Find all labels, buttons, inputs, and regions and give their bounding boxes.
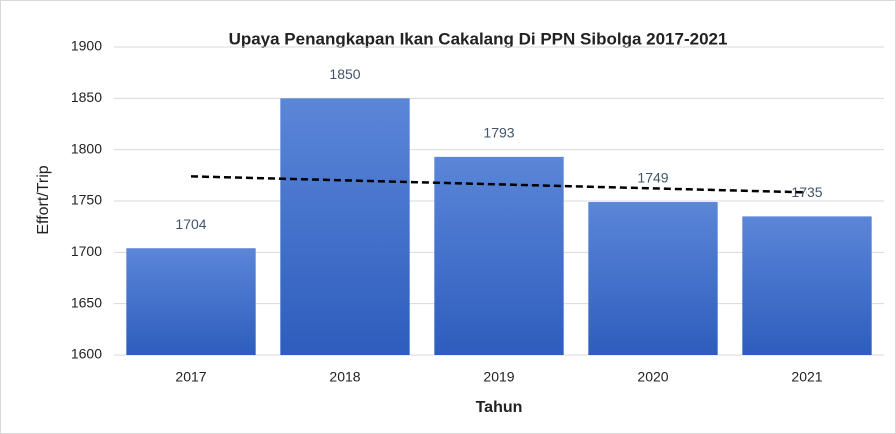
data-label: 1735	[791, 184, 822, 200]
y-tick-label: 1750	[71, 192, 102, 208]
y-tick-label: 1650	[71, 294, 102, 310]
y-tick-label: 1900	[71, 38, 102, 54]
x-tick-label: 2020	[637, 369, 668, 385]
y-axis-title: Effort/Trip	[35, 165, 52, 234]
data-label: 1850	[329, 66, 360, 82]
data-label: 1704	[175, 216, 206, 232]
x-tick-label: 2017	[175, 369, 206, 385]
x-tick-label: 2018	[329, 369, 360, 385]
x-axis-title: Tahun	[476, 399, 523, 416]
y-tick-label: 1600	[71, 346, 102, 362]
bar	[126, 248, 256, 355]
x-tick-label: 2021	[791, 369, 822, 385]
bar	[742, 216, 872, 355]
y-tick-label: 1700	[71, 243, 102, 259]
data-label: 1749	[637, 170, 668, 186]
bar	[588, 202, 718, 355]
data-label: 1793	[483, 125, 514, 141]
y-tick-label: 1850	[71, 89, 102, 105]
chart-title: Upaya Penangkapan Ikan Cakalang Di PPN S…	[229, 29, 728, 48]
bar	[434, 156, 564, 355]
y-tick-label: 1800	[71, 140, 102, 156]
bar	[280, 98, 410, 355]
x-tick-label: 2019	[483, 369, 514, 385]
trendline	[190, 175, 808, 194]
